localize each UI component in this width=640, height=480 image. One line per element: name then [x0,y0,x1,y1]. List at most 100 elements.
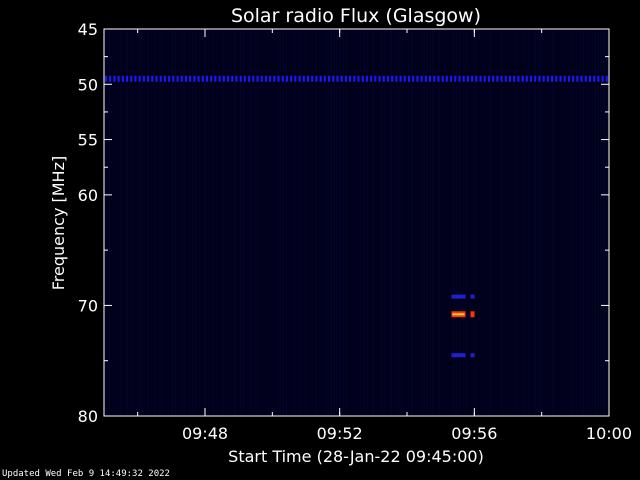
interference-band-segment [471,75,474,82]
background-streak [483,30,485,415]
y-tick-label: 55 [78,131,98,150]
interference-band-segment [248,75,251,82]
interference-band-segment [492,75,495,82]
background-streak [414,30,416,415]
background-streak [504,30,506,415]
background-streak [360,30,362,415]
background-streak [516,30,518,415]
background-streak [135,30,137,415]
interference-band-segment [408,75,410,82]
background-streak [336,30,338,415]
interference-band-segment [584,75,587,82]
interference-band-segment [513,75,516,82]
interference-band-segment [319,75,322,82]
interference-band-segment [126,75,129,82]
background-streak [294,30,296,415]
interference-band-segment [559,75,562,82]
y-tick-label: 80 [78,407,98,426]
background-streak [156,30,158,415]
background-streak [513,30,515,415]
background-streak [489,30,491,415]
y-tick-label: 60 [78,186,98,205]
background-streak [555,30,557,415]
background-streak [285,30,287,415]
background-streak [426,30,428,415]
interference-band-segment [214,75,217,82]
background-streak [435,30,437,415]
background-streak [477,30,479,415]
background-streak [351,30,353,415]
interference-band-segment [605,75,608,82]
interference-band-segment [151,75,154,82]
background-streak [168,30,170,415]
interference-band-segment [176,75,179,82]
background-streak [303,30,305,415]
interference-band-segment [433,75,436,82]
interference-band-segment [521,75,524,82]
interference-band-segment [201,75,204,82]
interference-band-segment [445,75,448,82]
background-streak [603,30,605,415]
interference-band-segment [357,75,360,82]
interference-band-segment [315,75,318,82]
background-streak [108,30,110,415]
background-streak [402,30,404,415]
interference-band-segment [349,75,352,82]
background-streak [267,30,269,415]
interference-band-segment [429,75,432,82]
interference-band-segment [328,75,331,82]
background-streak [282,30,284,415]
interference-band-segment [121,75,124,82]
interference-band-segment [454,75,457,82]
background-streak [255,30,257,415]
interference-band-segment [412,75,415,82]
background-streak [375,30,377,415]
interference-band-segment [285,75,288,82]
background-streak [186,30,188,415]
background-streak [201,30,203,415]
background-streak [384,30,386,415]
plot-frame [103,28,610,417]
background-streak [405,30,407,415]
interference-band-segment [336,75,339,82]
background-streak [465,30,467,415]
burst-mark [451,294,466,299]
background-streak [450,30,452,415]
background-streak [165,30,167,415]
interference-band-segment [420,75,423,82]
background-streak [147,30,149,415]
background-streak [456,30,458,415]
background-streak [528,30,530,415]
plot-background [104,29,609,416]
interference-band-segment [403,75,406,82]
background-streak [270,30,272,415]
background-streak [333,30,335,415]
background-streak [330,30,332,415]
background-streak [312,30,314,415]
interference-band-segment [504,75,507,82]
background-streak [492,30,494,415]
interference-band-segment [180,75,183,82]
background-streak [591,30,593,415]
background-streak [447,30,449,415]
interference-band-segment [597,75,600,82]
background-streak [252,30,254,415]
interference-band-segment [437,75,440,82]
background-streak [129,30,131,415]
interference-band-segment [563,75,566,82]
background-streak [549,30,551,415]
interference-band-segment [227,75,230,82]
background-streak [159,30,161,415]
background-streak [393,30,395,415]
background-streak [210,30,212,415]
background-streak [570,30,572,415]
interference-band-segment [273,75,276,82]
interference-band-segment [168,75,171,82]
background-streak [507,30,509,415]
background-streak [150,30,152,415]
interference-band-segment [184,75,187,82]
background-streak [576,30,578,415]
background-streak [126,30,128,415]
interference-band-segment [542,75,545,82]
background-streak [237,30,239,415]
